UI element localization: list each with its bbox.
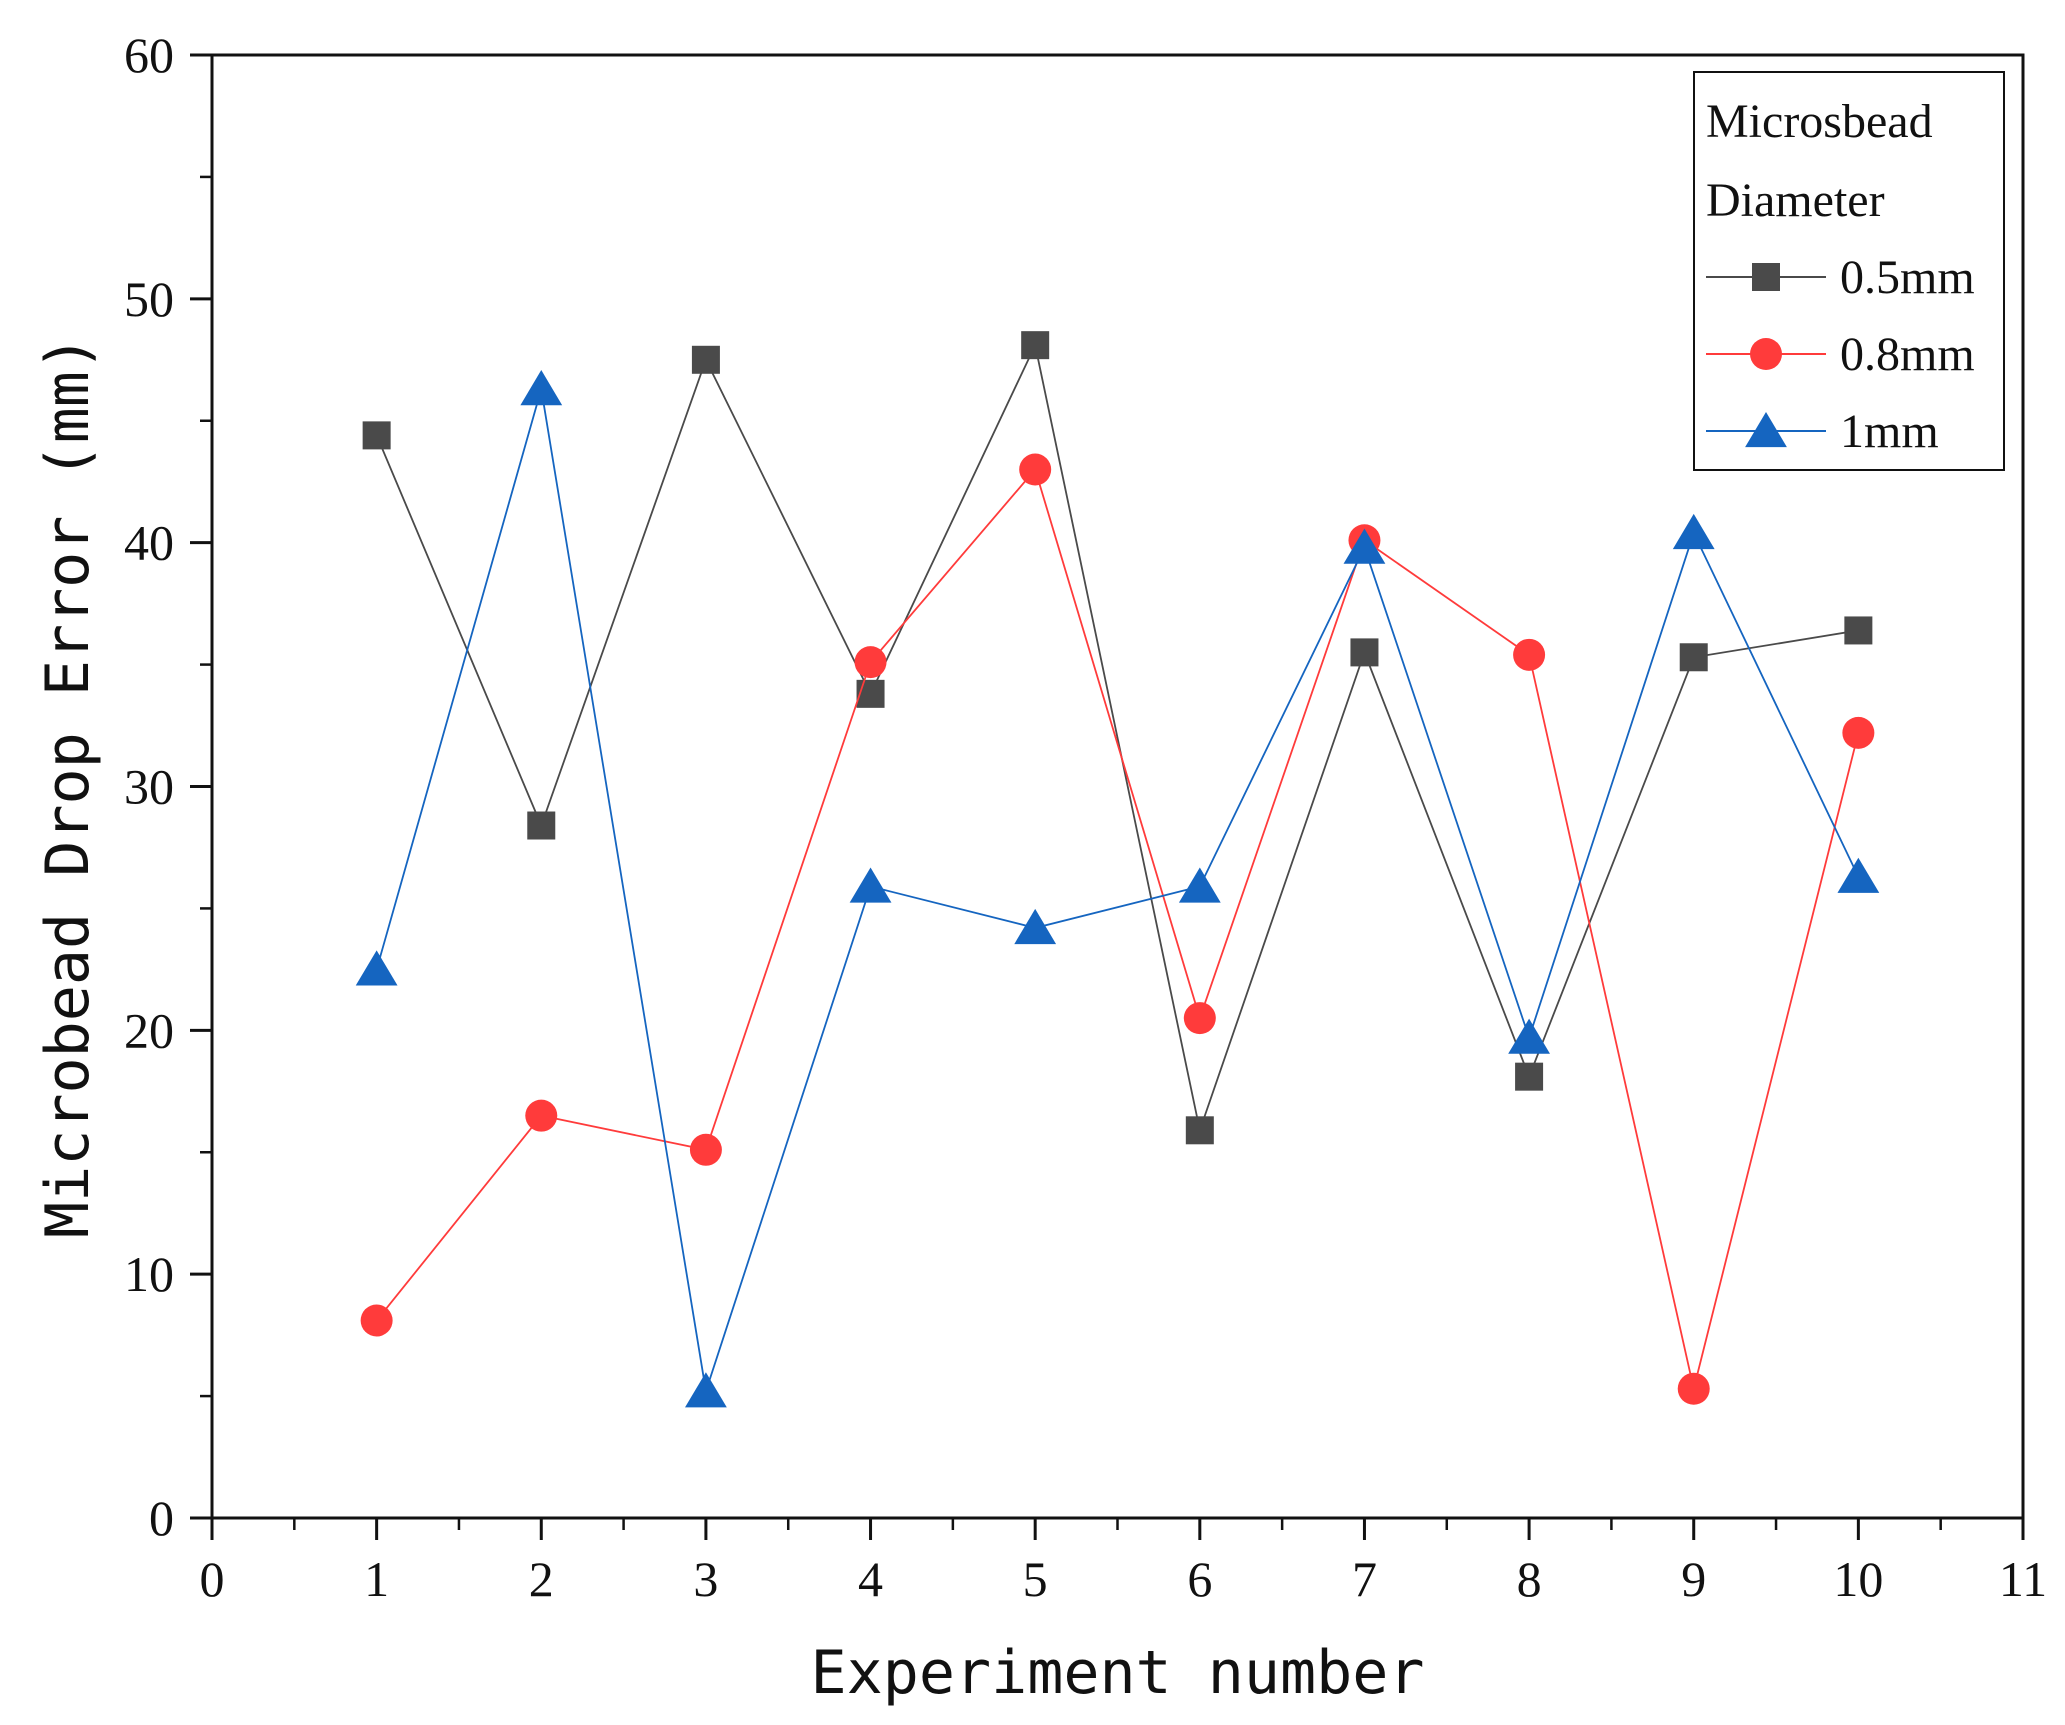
data-point-1mm	[1014, 908, 1057, 945]
series-line-0.8mm	[375, 467, 1860, 1389]
series-1mm	[355, 370, 1880, 1408]
data-point-0.5mm	[691, 345, 720, 374]
series-0.5mm	[362, 331, 1873, 1145]
data-point-0.5mm	[1679, 643, 1708, 672]
data-point-0.8mm	[689, 1133, 722, 1166]
legend-entry-0.8mm: 0.8mm	[1706, 328, 1975, 381]
legend-entry-0.5mm: 0.5mm	[1706, 251, 1975, 304]
data-point-0.8mm	[1842, 716, 1875, 749]
data-point-1mm	[520, 370, 563, 406]
data-point-0.5mm	[1515, 1062, 1544, 1091]
x-tick-label: 7	[1352, 1551, 1377, 1607]
y-axis-title: Microbead Drop Error (mm)	[33, 335, 103, 1238]
legend-box	[1693, 71, 2005, 471]
legend-title-line-1: Microsbead	[1706, 95, 1933, 148]
x-axis-title: Experiment number	[810, 1638, 1424, 1708]
y-tick-label: 20	[124, 1002, 174, 1058]
x-tick-label: 10	[1833, 1551, 1883, 1607]
data-point-0.5mm	[1844, 616, 1873, 645]
y-tick-label: 50	[124, 271, 174, 327]
data-point-0.8mm	[1513, 638, 1546, 671]
y-tick-label: 30	[124, 759, 174, 815]
legend-entry-1mm: 1mm	[1706, 405, 1939, 458]
data-point-0.5mm	[1021, 331, 1050, 360]
data-point-0.8mm	[1677, 1372, 1710, 1405]
data-point-0.5mm	[1185, 1116, 1214, 1145]
y-tick-label: 10	[124, 1246, 174, 1302]
data-point-0.8mm	[854, 646, 887, 679]
x-tick-label: 1	[364, 1551, 389, 1607]
data-point-0.8mm	[525, 1099, 558, 1132]
legend-entries: 0.5mm 0.8mm 1mm	[1706, 251, 1975, 458]
x-tick-label: 8	[1517, 1551, 1542, 1607]
x-tick-label: 9	[1681, 1551, 1706, 1607]
legend: Microsbead Diameter 0.5mm 0.8mm 1mm	[1693, 71, 2005, 471]
legend-marker-0.5mm	[1752, 263, 1780, 291]
data-point-0.5mm	[362, 421, 391, 450]
data-point-1mm	[1343, 528, 1386, 564]
data-point-1mm	[685, 1372, 727, 1408]
y-tick-label: 0	[149, 1490, 174, 1546]
legend-marker-0.8mm	[1750, 338, 1782, 370]
data-point-0.8mm	[360, 1304, 393, 1337]
x-tick-label: 2	[529, 1551, 554, 1607]
legend-title-line-2: Diameter	[1706, 174, 1885, 227]
legend-label-0.8mm: 0.8mm	[1840, 328, 1975, 381]
legend-label-1mm: 1mm	[1840, 405, 1939, 458]
data-point-1mm	[1508, 1018, 1550, 1054]
data-point-0.5mm	[856, 679, 885, 708]
axes: 0 1 2 3 4 5 6 7 8 9 10 11 0 10 20 30 40 50 60	[124, 27, 2047, 1607]
x-tick-label: 6	[1187, 1551, 1212, 1607]
data-point-0.8mm	[1183, 1002, 1216, 1035]
data-point-1mm	[1672, 513, 1715, 550]
data-point-1mm	[1837, 857, 1880, 893]
legend-label-0.5mm: 0.5mm	[1840, 251, 1975, 304]
data-point-1mm	[355, 950, 398, 986]
series-layer	[355, 331, 1880, 1408]
series-line-0.5mm	[375, 342, 1859, 1134]
data-point-1mm	[1178, 867, 1221, 903]
legend-marker-1mm	[1745, 412, 1787, 448]
data-point-0.5mm	[1350, 638, 1379, 667]
y-tick-label: 40	[124, 515, 174, 571]
data-point-1mm	[849, 867, 892, 903]
x-tick-label: 11	[1999, 1551, 2047, 1607]
data-point-0.5mm	[527, 811, 556, 840]
y-tick-label: 60	[124, 27, 174, 83]
x-tick-label: 0	[200, 1551, 225, 1607]
x-tick-label: 5	[1023, 1551, 1048, 1607]
x-tick-label: 4	[858, 1551, 883, 1607]
series-line-1mm	[375, 388, 1860, 1392]
x-tick-label: 3	[693, 1551, 718, 1607]
data-point-0.8mm	[1019, 453, 1052, 486]
